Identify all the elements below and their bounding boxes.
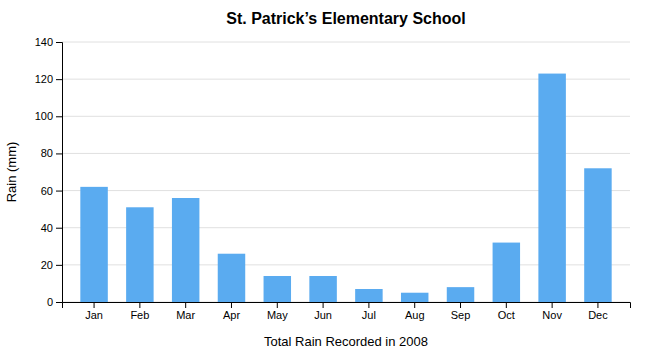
y-tick-mark [56, 79, 62, 80]
x-tick: Oct [498, 302, 515, 321]
bar [126, 207, 153, 302]
x-tick-label: Jan [85, 309, 103, 321]
x-tick: Dec [588, 302, 608, 321]
x-axis: Jan Feb Mar Apr May Jun Jul Aug Sep Oct Nov Dec [63, 302, 631, 321]
y-tick: 80 [41, 147, 62, 159]
x-tick-label: Apr [223, 309, 240, 321]
y-tick: 120 [35, 73, 62, 85]
bar [401, 293, 428, 302]
x-tick-label: Mar [176, 309, 195, 321]
x-tick-mark [323, 302, 324, 308]
y-tick-mark [56, 191, 62, 192]
x-tick-label: Oct [498, 309, 515, 321]
bar [584, 168, 611, 302]
y-axis-title: Rain (mm) [4, 142, 19, 203]
x-tick-mark [597, 302, 598, 308]
grid-line [62, 42, 630, 43]
x-tick: Jan [85, 302, 103, 321]
axis-domain [63, 303, 631, 309]
y-tick-mark [56, 116, 62, 117]
x-tick: Mar [176, 302, 195, 321]
x-tick-mark [94, 302, 95, 308]
x-tick-mark [552, 302, 553, 308]
x-tick-label: Feb [130, 309, 149, 321]
y-tick-mark [56, 265, 62, 266]
x-tick-mark [231, 302, 232, 308]
y-tick-mark [56, 42, 62, 43]
x-tick-label: May [267, 309, 288, 321]
bar [80, 187, 107, 302]
x-tick: Aug [405, 302, 425, 321]
x-tick-label: Nov [542, 309, 562, 321]
plot: Jan Feb Mar Apr May Jun Jul Aug Sep Oct Nov Dec 0 20 4… [35, 36, 631, 321]
x-tick: Jul [362, 302, 376, 321]
y-tick-label: 140 [35, 36, 53, 48]
bar [218, 254, 245, 302]
chart: Jan Feb Mar Apr May Jun Jul Aug Sep Oct Nov Dec 0 20 4… [0, 0, 650, 360]
bar [447, 287, 474, 302]
x-tick-label: Jul [362, 309, 376, 321]
x-tick-mark [368, 302, 369, 308]
y-tick-mark [56, 228, 62, 229]
grid [62, 42, 630, 302]
y-tick: 60 [41, 185, 62, 197]
x-tick: Sep [451, 302, 471, 321]
x-tick-mark [414, 302, 415, 308]
x-axis-title: Total Rain Recorded in 2008 [264, 334, 428, 349]
y-tick-mark [56, 153, 62, 154]
y-tick: 0 [47, 296, 62, 308]
y-tick-label: 20 [41, 259, 53, 271]
x-tick-label: Sep [451, 309, 471, 321]
y-tick-label: 120 [35, 73, 53, 85]
axis-domain [56, 43, 63, 303]
y-tick-label: 100 [35, 110, 53, 122]
bars [80, 74, 611, 302]
title: St. Patrick’s Elementary School [226, 10, 466, 27]
bar [355, 289, 382, 302]
x-tick-label: Jun [314, 309, 332, 321]
y-tick-label: 80 [41, 147, 53, 159]
bar [264, 276, 291, 302]
x-tick: Jun [314, 302, 332, 321]
x-tick-mark [460, 302, 461, 308]
y-tick-mark [56, 302, 62, 303]
y-axis: 0 20 40 60 80 100 120 140 [35, 36, 63, 308]
x-tick: May [267, 302, 288, 321]
bar [538, 74, 565, 302]
bar [493, 243, 520, 302]
x-tick-mark [277, 302, 278, 308]
y-tick: 100 [35, 110, 62, 122]
x-tick-mark [139, 302, 140, 308]
x-tick: Feb [130, 302, 149, 321]
x-tick-mark [185, 302, 186, 308]
y-tick: 40 [41, 222, 62, 234]
x-tick-label: Dec [588, 309, 608, 321]
bar [309, 276, 336, 302]
y-tick-label: 40 [41, 222, 53, 234]
x-tick-label: Aug [405, 309, 425, 321]
y-tick: 20 [41, 259, 62, 271]
bar [172, 198, 199, 302]
x-tick: Apr [223, 302, 240, 321]
x-tick-mark [506, 302, 507, 308]
y-tick-label: 60 [41, 185, 53, 197]
x-tick: Nov [542, 302, 562, 321]
y-tick: 140 [35, 36, 62, 48]
y-tick-label: 0 [47, 296, 53, 308]
